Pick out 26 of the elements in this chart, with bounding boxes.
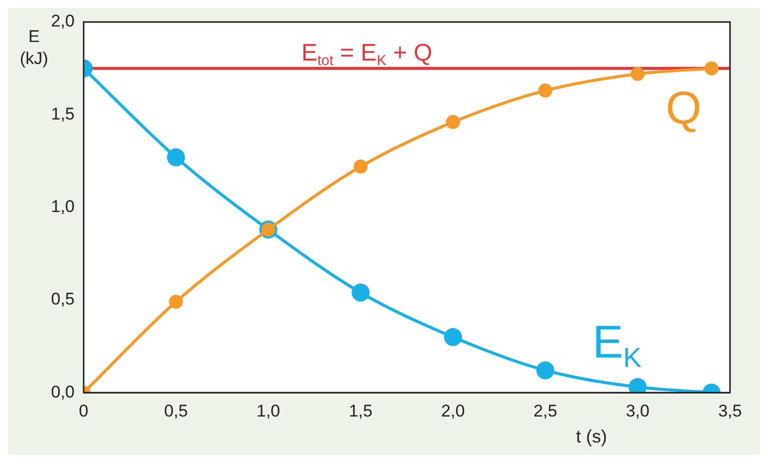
point: [166, 148, 185, 166]
point: [538, 84, 552, 98]
y-tick-label: 2,0: [50, 12, 75, 31]
x-tick-label: 2,5: [534, 401, 558, 420]
point: [168, 294, 183, 309]
point: [446, 115, 460, 130]
point: [536, 361, 554, 380]
x-tick-label: 3,0: [626, 401, 650, 420]
y-tick-label: 1,0: [50, 196, 75, 216]
y-axis-title: E (kJ): [20, 27, 48, 68]
y-tick-label: 0,0: [50, 382, 75, 402]
x-tick-label: 0,5: [164, 401, 188, 420]
point: [704, 61, 719, 76]
point: [352, 284, 370, 302]
x-tick-label: 1,5: [348, 401, 372, 420]
point: [354, 160, 368, 174]
x-tick-label: 0: [78, 401, 88, 420]
x-tick-label: 2,0: [441, 401, 465, 420]
series-label: Q: [666, 81, 702, 134]
y-tick-label: 0,5: [50, 290, 75, 309]
point: [630, 66, 645, 81]
x-axis-title: t (s): [576, 426, 607, 447]
x-tick-label: 3,5: [718, 401, 742, 420]
x-tick-label: 1,0: [256, 401, 280, 420]
y-tick-label: 1,5: [50, 104, 75, 124]
point: [444, 328, 462, 346]
